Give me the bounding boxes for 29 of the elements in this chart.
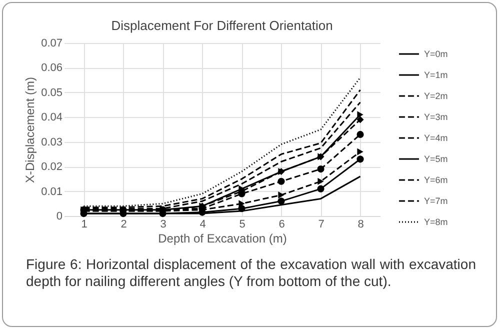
x-axis-title: Depth of Excavation (m) — [158, 232, 287, 246]
legend-label: Y=2m — [424, 91, 448, 101]
legend-label: Y=8m — [424, 217, 448, 227]
x-tick-label: 8 — [358, 218, 364, 230]
caption: Figure 6: Horizontal displacement of the excavation wall with excavation depth for nailing different angles (Y from bottom of the cut). — [26, 256, 476, 290]
y-tick-label: 0.02 — [41, 161, 62, 174]
legend-label: Y=6m — [424, 175, 448, 185]
legend-label: Y=4m — [424, 133, 448, 143]
legend-label: Y=3m — [424, 112, 448, 122]
legend-label: Y=1m — [424, 70, 448, 80]
y-tick-label: 0.04 — [41, 112, 62, 124]
x-tick-label: 7 — [318, 218, 324, 230]
legend-label: Y=0m — [424, 49, 448, 59]
y-tick-label: 0.03 — [41, 136, 62, 148]
y-tick-label: 0 — [56, 210, 62, 222]
x-tick-label: 3 — [160, 218, 166, 230]
x-tick-label: 2 — [120, 218, 127, 230]
x-tick-label: 6 — [278, 218, 285, 230]
chart-title: Displacement For Different Orientation — [111, 18, 333, 33]
y-tick-label: 0.06 — [41, 62, 62, 74]
y-tick-label: 0.01 — [41, 186, 62, 198]
x-tick-label: 1 — [81, 218, 88, 230]
y-axis-title: X-Displacement (m) — [23, 76, 38, 184]
x-tick-label: 5 — [239, 218, 246, 230]
y-tick-label: 0.07 — [41, 38, 62, 50]
y-tick-label: 0.05 — [41, 86, 62, 99]
legend-label: Y=7m — [424, 196, 448, 206]
legend-label: Y=5m — [424, 154, 448, 164]
x-tick-label: 4 — [200, 218, 206, 230]
